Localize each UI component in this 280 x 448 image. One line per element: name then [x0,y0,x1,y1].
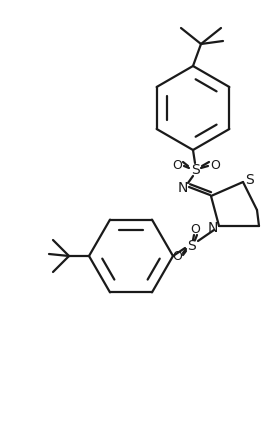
Text: N: N [208,221,218,235]
Text: O: O [172,159,182,172]
Text: O: O [190,223,200,236]
Text: S: S [245,173,253,187]
Text: S: S [187,239,195,253]
Text: S: S [191,163,199,177]
Text: O: O [172,250,182,263]
Text: O: O [210,159,220,172]
Text: N: N [178,181,188,195]
